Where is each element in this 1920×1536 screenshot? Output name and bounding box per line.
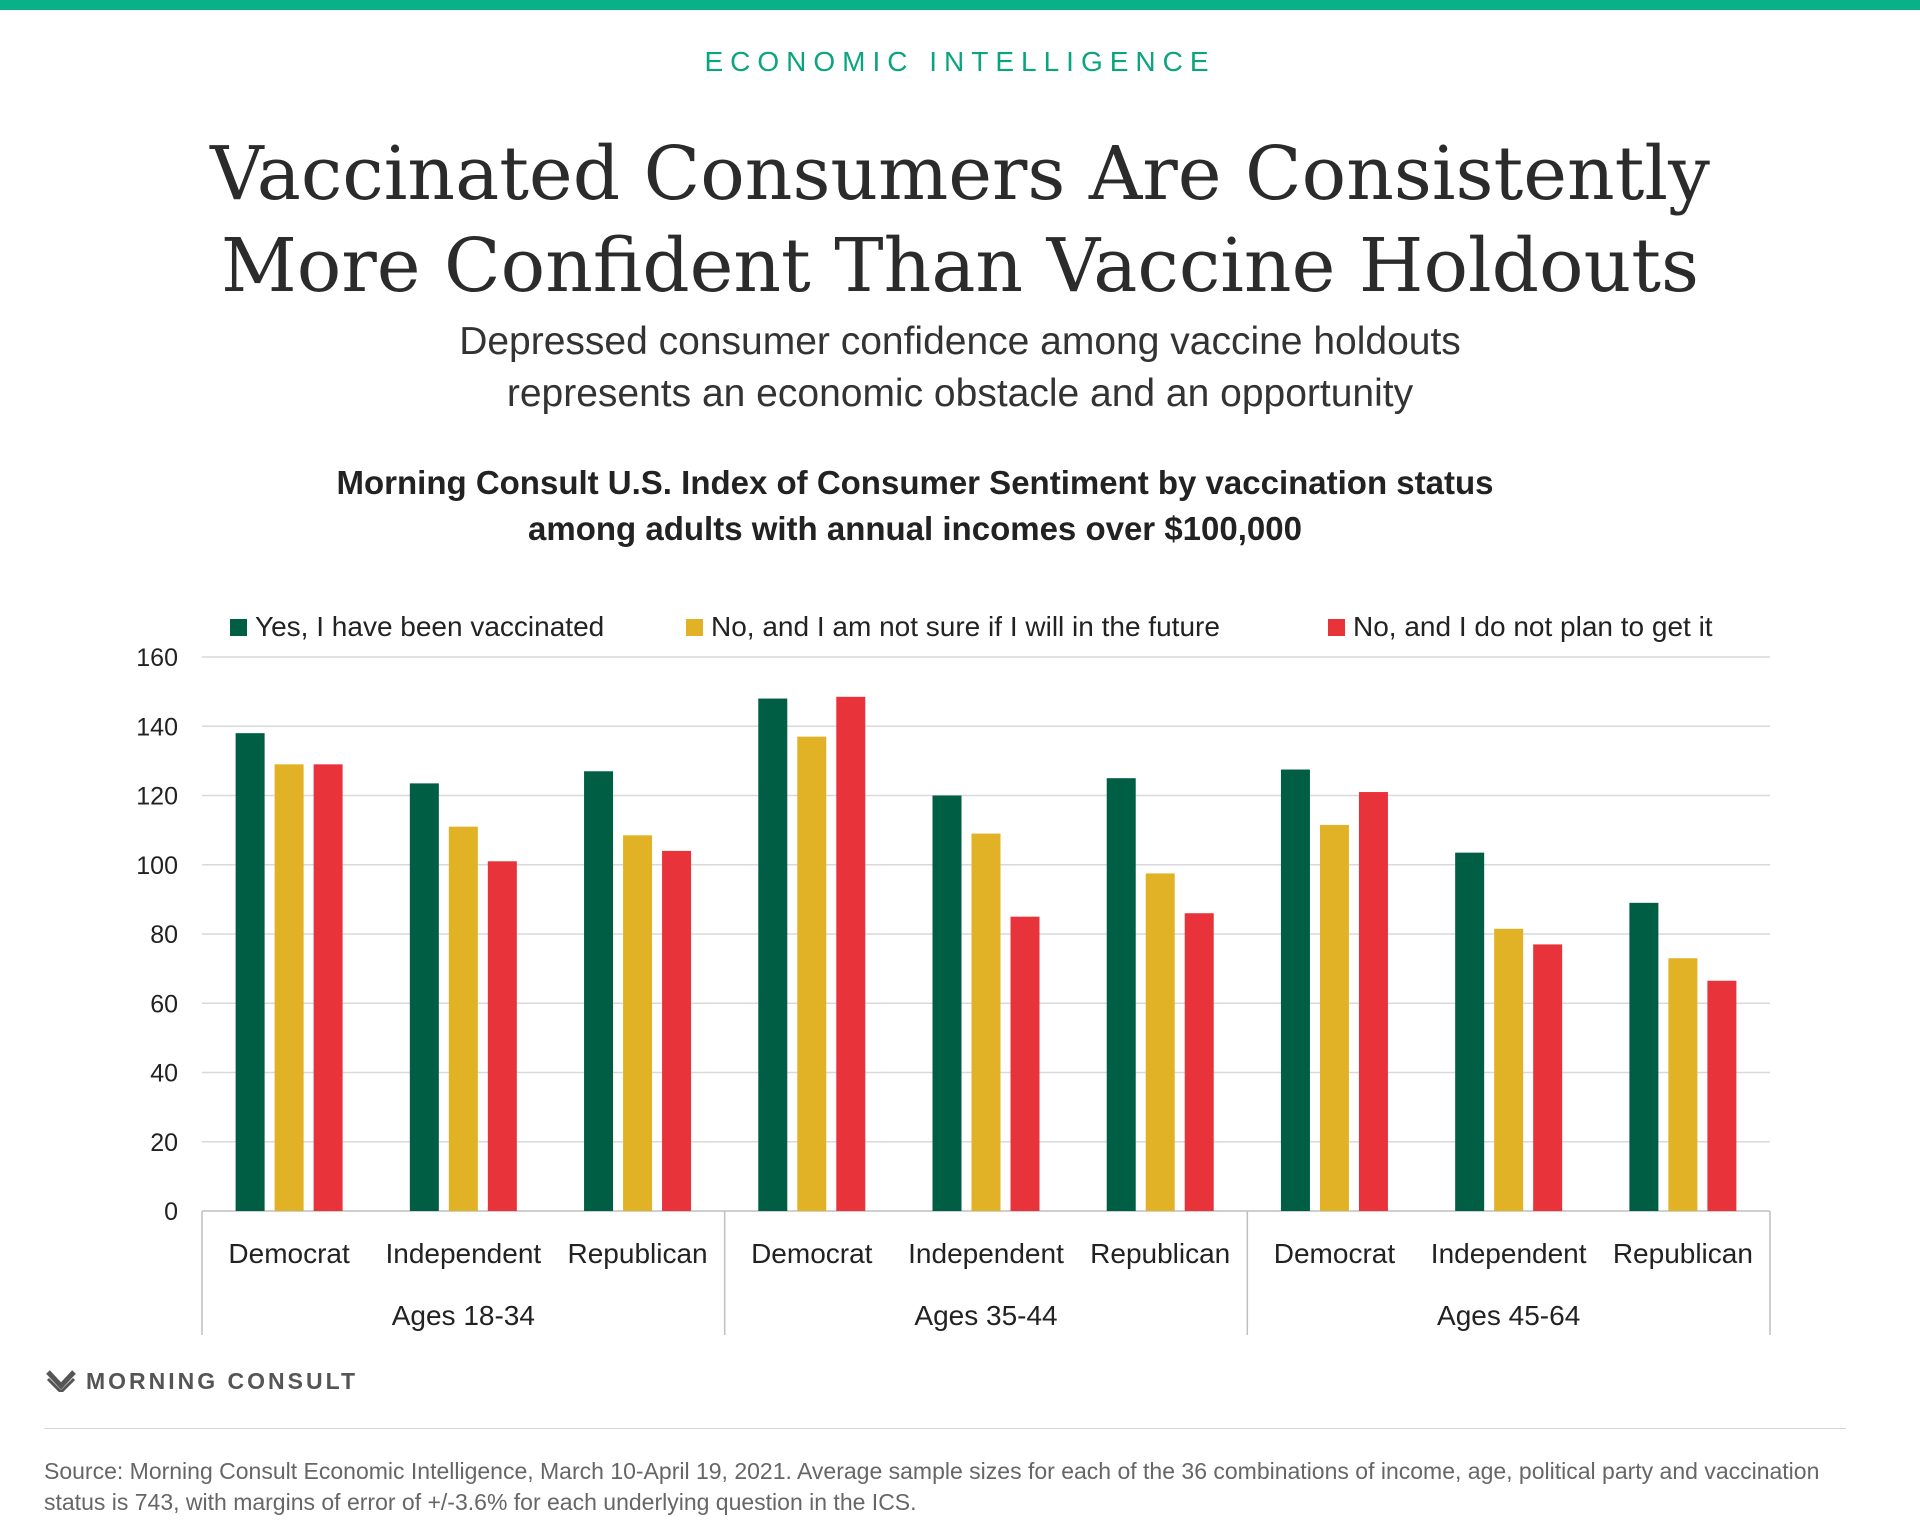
x-tick-label: Independent: [908, 1238, 1064, 1269]
y-tick-label: 0: [164, 1198, 178, 1226]
legend-label: No, and I am not sure if I will in the f…: [711, 611, 1220, 642]
bar: [1707, 980, 1737, 1211]
x-tick-label: Democrat: [751, 1238, 873, 1269]
bar: [1533, 944, 1563, 1211]
bar: [1145, 873, 1175, 1211]
subheadline: Depressed consumer confidence among vacc…: [0, 316, 1920, 420]
morning-consult-logo-icon: [46, 1370, 76, 1392]
legend-swatch: [1328, 619, 1345, 636]
headline-line-2: More Confident Than Vaccine Holdouts: [221, 223, 1699, 309]
x-tick-label: Democrat: [228, 1238, 350, 1269]
group-label: Ages 45-64: [1437, 1300, 1580, 1331]
bar: [487, 861, 517, 1211]
bar: [836, 696, 866, 1211]
chart-title-line-1: Morning Consult U.S. Index of Consumer S…: [336, 464, 1494, 501]
bar: [1319, 824, 1349, 1211]
x-tick-label: Republican: [1613, 1238, 1753, 1269]
bar: [758, 698, 788, 1211]
section-kicker: ECONOMIC INTELLIGENCE: [704, 46, 1216, 77]
bar: [1280, 769, 1310, 1211]
accent-top-bar: [0, 0, 1920, 10]
bar: [235, 733, 265, 1211]
x-tick-label: Independent: [1431, 1238, 1587, 1269]
chart-title: Morning Consult U.S. Index of Consumer S…: [0, 460, 1830, 552]
group-label: Ages 18-34: [392, 1300, 535, 1331]
legend-label: No, and I do not plan to get it: [1353, 611, 1713, 642]
bar: [1668, 958, 1698, 1211]
legend-item: No, and I am not sure if I will in the f…: [686, 611, 1220, 642]
brand-name: MORNING CONSULT: [86, 1367, 359, 1394]
x-tick-label: Democrat: [1274, 1238, 1396, 1269]
chart-title-line-2: among adults with annual incomes over $1…: [528, 510, 1302, 547]
brand-logo: MORNING CONSULT: [46, 1366, 358, 1396]
bar: [662, 850, 692, 1211]
legend-swatch: [686, 619, 703, 636]
bar: [623, 835, 653, 1211]
legend-swatch: [230, 619, 247, 636]
group-label: Ages 35-44: [914, 1300, 1057, 1331]
bar-chart: 0 20 40 60 80 100 120 140 160 Democrat Independent…: [136, 611, 1771, 1335]
x-tick-label: Independent: [385, 1238, 541, 1269]
source-note: Source: Morning Consult Economic Intelli…: [44, 1458, 1820, 1515]
y-tick-label: 120: [136, 783, 178, 811]
x-tick-label: Republican: [1090, 1238, 1230, 1269]
y-tick-label: 100: [136, 852, 178, 880]
bar: [1629, 902, 1659, 1211]
bar: [1455, 852, 1485, 1211]
subheadline-line-1: Depressed consumer confidence among vacc…: [459, 320, 1461, 363]
bar: [313, 764, 343, 1211]
bar: [797, 736, 827, 1211]
y-tick-label: 140: [136, 713, 178, 741]
bar: [274, 764, 304, 1211]
bar: [932, 795, 962, 1211]
y-tick-label: 40: [150, 1060, 178, 1088]
bar: [971, 833, 1001, 1211]
y-tick-label: 60: [150, 990, 178, 1018]
bar: [584, 771, 614, 1211]
bar: [1106, 778, 1136, 1211]
footer-divider: [44, 1428, 1846, 1429]
headline-line-1: Vaccinated Consumers Are Consistently: [210, 131, 1710, 217]
headline: Vaccinated Consumers Are Consistently Mo…: [0, 128, 1920, 312]
bar: [1010, 916, 1040, 1211]
y-tick-label: 80: [150, 921, 178, 949]
legend-label: Yes, I have been vaccinated: [255, 611, 604, 642]
bar: [1184, 913, 1214, 1211]
bar: [448, 826, 478, 1211]
y-tick-label: 20: [150, 1129, 178, 1157]
legend-item: No, and I do not plan to get it: [1328, 611, 1713, 642]
bar: [1358, 792, 1388, 1211]
y-tick-label: 160: [136, 644, 178, 672]
legend-item: Yes, I have been vaccinated: [230, 611, 604, 642]
x-tick-label: Republican: [568, 1238, 708, 1269]
bar: [1494, 928, 1524, 1211]
bar: [409, 783, 439, 1211]
subheadline-line-2: represents an economic obstacle and an o…: [506, 372, 1414, 415]
